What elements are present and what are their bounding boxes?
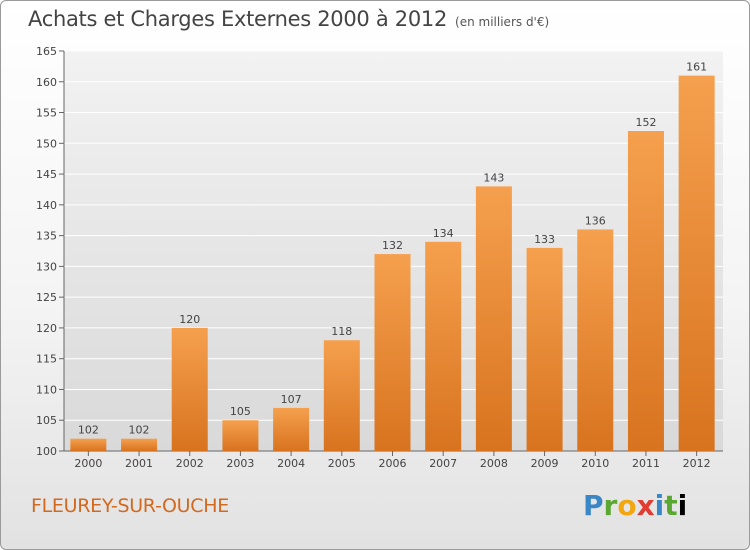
x-tick-label: 2011 — [632, 457, 660, 470]
y-tick-label: 130 — [36, 260, 57, 273]
y-tick-label: 135 — [36, 230, 57, 243]
bar-2001 — [121, 438, 158, 451]
bar-2008 — [475, 186, 512, 451]
chart-title: Achats et Charges Externes 2000 à 2012 (e… — [28, 7, 549, 31]
x-tick-label: 2005 — [328, 457, 356, 470]
title-text: Achats et Charges Externes 2000 à 2012 — [28, 7, 448, 31]
y-tick-label: 100 — [36, 445, 57, 458]
bar-2005 — [323, 340, 360, 451]
bar-2002 — [171, 327, 208, 451]
y-tick-label: 125 — [36, 291, 57, 304]
x-tick-label: 2012 — [683, 457, 711, 470]
bar-2011 — [627, 131, 664, 451]
y-tick-label: 140 — [36, 199, 57, 212]
bar-2000 — [70, 438, 107, 451]
y-tick-label: 110 — [36, 383, 57, 396]
y-tick-label: 155 — [36, 107, 57, 120]
x-tick-label: 2010 — [581, 457, 609, 470]
unit-label: (en milliers d'€) — [455, 15, 550, 29]
y-tick-label: 150 — [36, 137, 57, 150]
x-tick-label: 2007 — [429, 457, 457, 470]
x-tick-label: 2000 — [74, 457, 102, 470]
x-tick-label: 2001 — [125, 457, 153, 470]
x-tick-label: 2006 — [379, 457, 407, 470]
bar-2010 — [577, 229, 614, 451]
x-tick-label: 2004 — [277, 457, 305, 470]
data-label: 143 — [483, 171, 504, 184]
data-label: 118 — [331, 325, 352, 338]
bar-2009 — [526, 247, 563, 451]
x-tick-label: 2002 — [176, 457, 204, 470]
y-tick-label: 165 — [36, 45, 57, 58]
data-label: 161 — [686, 61, 707, 74]
data-label: 152 — [635, 116, 656, 129]
proxiti-logo: Proxiti — [583, 489, 688, 522]
bar-2012 — [678, 75, 715, 451]
data-label: 132 — [382, 239, 403, 252]
x-tick-label: 2003 — [226, 457, 254, 470]
y-tick-label: 120 — [36, 322, 57, 335]
data-label: 102 — [78, 424, 99, 437]
bar-2006 — [374, 254, 411, 451]
commune-name: FLEUREY-SUR-OUCHE — [31, 495, 229, 517]
x-tick-label: 2009 — [531, 457, 559, 470]
y-tick-label: 160 — [36, 76, 57, 89]
y-tick-label: 145 — [36, 168, 57, 181]
y-tick-label: 105 — [36, 414, 57, 427]
y-tick-label: 115 — [36, 353, 57, 366]
bar-2003 — [222, 420, 259, 451]
bar-2007 — [425, 241, 462, 451]
data-label: 105 — [230, 405, 251, 418]
data-label: 134 — [433, 227, 454, 240]
data-label: 120 — [179, 313, 200, 326]
data-label: 102 — [129, 424, 150, 437]
bar-2004 — [273, 407, 310, 451]
data-label: 133 — [534, 233, 555, 246]
data-label: 136 — [585, 214, 606, 227]
x-tick-label: 2008 — [480, 457, 508, 470]
data-label: 107 — [281, 393, 302, 406]
